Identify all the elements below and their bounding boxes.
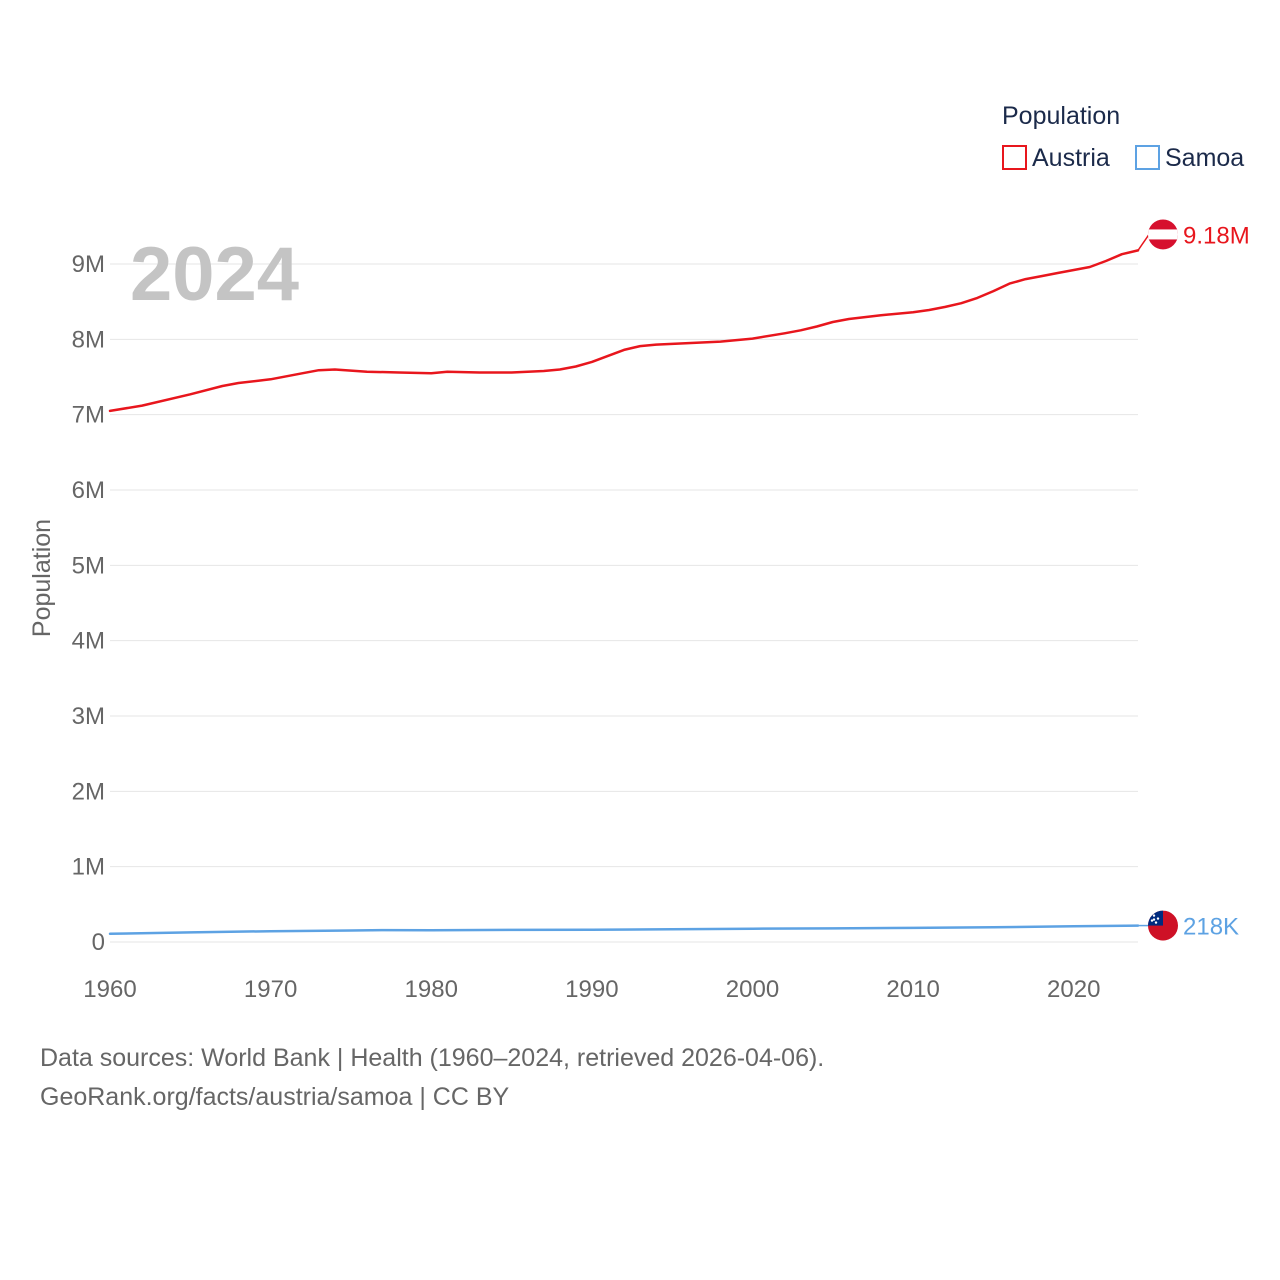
y-tick-label: 8M xyxy=(72,326,105,353)
y-tick-label: 2M xyxy=(72,778,105,805)
y-tick-label: 3M xyxy=(72,703,105,730)
y-axis-title: Population xyxy=(28,519,56,637)
legend-swatch-samoa xyxy=(1135,145,1160,170)
grid-lines xyxy=(110,263,1138,943)
legend-label-samoa: Samoa xyxy=(1165,144,1244,172)
samoa-flag-icon xyxy=(1148,910,1178,941)
austria-flag-icon xyxy=(1148,219,1178,250)
x-tick-label: 1970 xyxy=(244,976,297,1003)
legend: Population Austria Samoa xyxy=(1002,102,1244,172)
legend-item-austria[interactable]: Austria xyxy=(1002,144,1110,172)
end-value-label-austria: 9.18M xyxy=(1183,222,1250,249)
y-axis-ticks: 0 1M 2M 3M 4M 5M 6M 7M 8M 9M xyxy=(72,251,105,956)
year-watermark: 2024 xyxy=(130,232,299,317)
y-tick-label: 1M xyxy=(72,854,105,881)
legend-item-samoa[interactable]: Samoa xyxy=(1135,144,1244,172)
end-value-label-samoa: 218K xyxy=(1183,914,1239,941)
x-tick-label: 1960 xyxy=(83,976,136,1003)
x-tick-label: 1990 xyxy=(565,976,618,1003)
footer-sources: Data sources: World Bank | Health (1960–… xyxy=(40,1044,825,1072)
footer-attribution[interactable]: GeoRank.org/facts/austria/samoa | CC BY xyxy=(40,1083,510,1111)
series-line-samoa[interactable] xyxy=(108,924,1140,936)
series-line-austria[interactable] xyxy=(108,249,1140,413)
x-tick-label: 2020 xyxy=(1047,976,1100,1003)
x-tick-label: 1980 xyxy=(405,976,458,1003)
y-tick-label: 5M xyxy=(72,552,105,579)
y-tick-label: 0 xyxy=(92,929,105,956)
y-tick-label: 4M xyxy=(72,628,105,655)
x-tick-label: 2000 xyxy=(726,976,779,1003)
y-tick-label: 7M xyxy=(72,402,105,429)
series-lines xyxy=(108,249,1140,936)
legend-title: Population xyxy=(1002,102,1120,130)
y-tick-label: 9M xyxy=(72,251,105,278)
y-tick-label: 6M xyxy=(72,477,105,504)
legend-label-austria: Austria xyxy=(1032,144,1110,172)
legend-swatch-austria xyxy=(1002,145,1027,170)
x-axis-ticks: 1960 1970 1980 1990 2000 2010 2020 xyxy=(83,976,1100,1003)
x-tick-label: 2010 xyxy=(886,976,939,1003)
end-connector xyxy=(1137,234,1150,251)
series-end-markers: 9.18M 218K xyxy=(1137,219,1250,941)
